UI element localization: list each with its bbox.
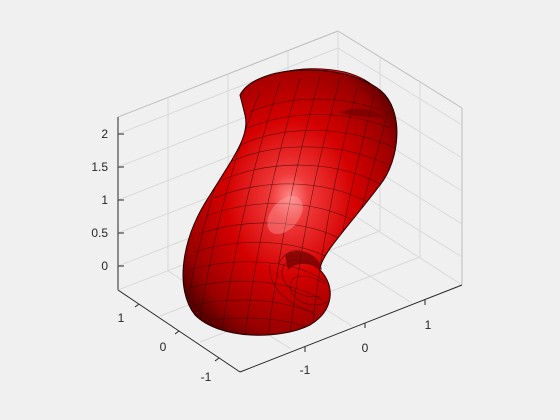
z-tick-label: 2 xyxy=(101,127,108,141)
surface-tube xyxy=(182,68,398,336)
z-tick-label: 1 xyxy=(101,193,108,207)
z-tick-label: 0 xyxy=(101,259,108,273)
z-tick-label: 1.5 xyxy=(91,160,108,174)
x-tick-label: -1 xyxy=(300,363,311,377)
z-axis: 2 1.5 1 0.5 0 xyxy=(91,127,124,273)
y-axis: 1 0 -1 xyxy=(118,303,220,384)
x-tick-label: 0 xyxy=(362,341,369,355)
x-tick-label: 1 xyxy=(425,318,432,332)
x-axis: -1 0 1 xyxy=(300,300,432,377)
z-tick-label: 0.5 xyxy=(91,226,108,240)
y-tick-label: -1 xyxy=(201,370,212,384)
y-tick-label: 0 xyxy=(160,340,167,354)
y-tick-label: 1 xyxy=(118,311,125,325)
axes-box xyxy=(117,30,463,350)
